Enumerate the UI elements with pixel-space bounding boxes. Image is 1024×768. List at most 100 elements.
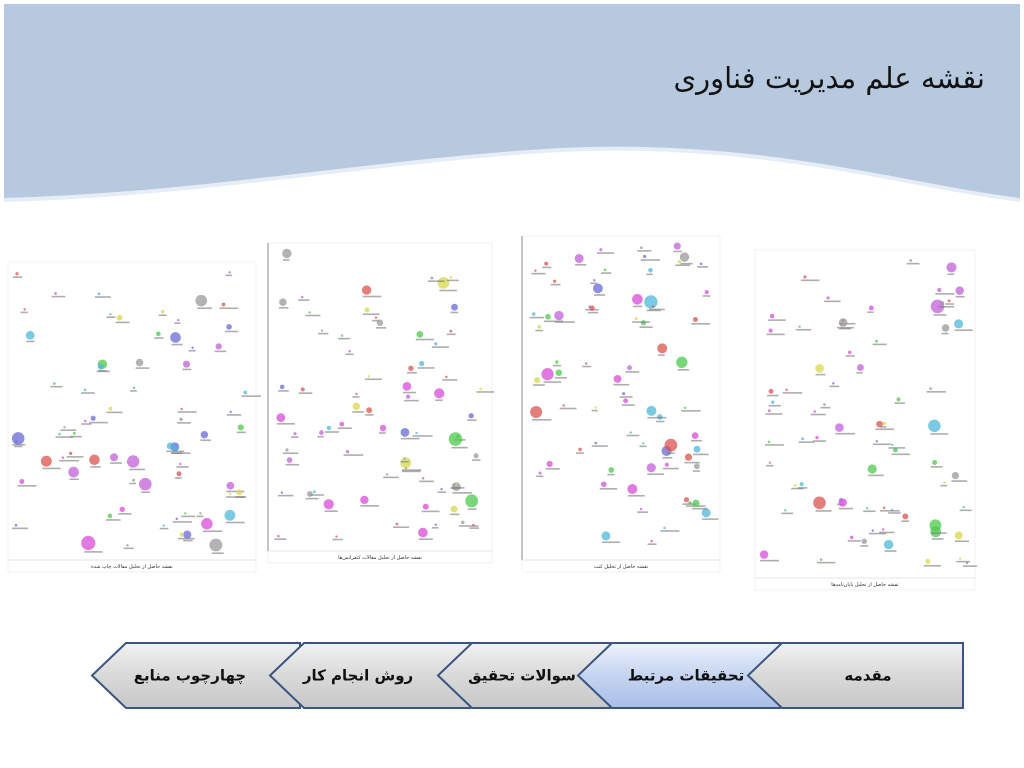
map-node-label [837,326,854,329]
map-node-label [338,337,351,340]
map-node [673,242,681,250]
map-node [54,292,57,295]
map-node [928,419,941,433]
map-node [367,375,371,378]
map-node-label [626,434,640,437]
map-node-label [677,369,690,371]
map-background [521,235,721,573]
map-node-label [158,314,167,317]
map-node-label [552,364,561,367]
map-node [175,517,178,521]
map-node-label [310,494,324,496]
map-node-label [533,384,545,386]
map-node-label [375,327,387,329]
map-node-label [529,316,545,319]
map-node [25,330,35,340]
map-node-label [458,525,479,527]
map-node-label [360,505,380,507]
map-node-label [174,477,182,479]
header-wave [3,146,1021,202]
map-node [374,316,378,319]
map-node-label [933,314,947,316]
map-node-label [860,545,869,547]
map-node-label [81,392,95,394]
map-node [379,424,387,432]
nav-label[interactable]: تحقیقات مرتبط [628,667,745,685]
map-node-label [166,450,185,453]
map-node [627,365,632,371]
map-node [798,325,801,328]
map-node-label [135,367,150,369]
map-node-label [400,437,420,440]
map-node-label [282,259,290,261]
map-node-label [536,475,544,478]
map-node [632,293,643,305]
map-node-label [662,456,673,459]
map-node-label [437,491,447,494]
map-background [7,261,257,573]
map-node-label [613,383,630,386]
map-caption: نقشه حاصل از تحلیل مقالات چاپ شده [91,564,173,570]
map-node-label [364,378,382,381]
map-node-label [188,349,196,352]
map-node [704,290,709,295]
map-node-label [318,332,329,335]
map-node [651,305,655,308]
map-node-label [400,460,409,463]
map-node-label [607,473,615,476]
map-node-label [406,371,417,374]
nav-item[interactable]: سوالات تحقیق [436,642,611,709]
nav-chevron[interactable] [746,642,964,709]
map-node [902,513,909,520]
map-node [692,499,700,507]
map-node [534,269,537,272]
nav-label[interactable]: مقدمه [844,667,891,685]
map-node [69,451,73,456]
map-node-label [702,518,719,520]
map-node [613,375,622,383]
map-node-label [647,416,667,419]
map-node-label [343,454,364,456]
map-node-label [446,333,456,336]
map-node-label [285,463,300,466]
map-node [418,527,428,538]
map-node-label [417,367,435,369]
nav-item[interactable]: مقدمه [746,642,964,709]
map-node-label [639,326,653,328]
map-node-label [926,391,946,393]
map-node-label [880,510,900,512]
map-node-label [451,446,468,449]
map-node-label [219,307,239,310]
map-node-label [863,510,876,513]
map-node-label [226,414,242,416]
map-node-label [697,266,709,268]
map-node-label [402,391,417,394]
nav-label[interactable]: سوالات تحقیق [468,667,576,685]
map-node-label [906,262,920,265]
map-node [14,523,18,527]
map-node [875,339,879,343]
map-node [434,388,445,399]
map-node [63,426,66,429]
map-node-label [760,559,780,562]
map-node [160,309,165,314]
map-node-label [197,307,213,310]
map-node [404,467,408,470]
map-node-label [875,428,895,431]
map-node-label [365,414,374,416]
map-node-label [235,496,247,498]
map-node [385,473,389,476]
map-node-label [702,295,711,297]
map-node [97,363,104,370]
map-node [882,506,886,510]
map-node [770,400,775,404]
map-node-label [680,262,693,265]
map-node-label [372,319,380,322]
nav-item-active[interactable]: تحقیقات مرتبط [576,642,781,709]
nav-label[interactable]: چهارچوب منابع [134,667,246,686]
map-node [451,482,461,492]
map-node [531,312,536,316]
nav-label[interactable]: روش انجام کار [302,667,413,685]
map-node-label [225,521,245,524]
map-node [562,404,565,407]
